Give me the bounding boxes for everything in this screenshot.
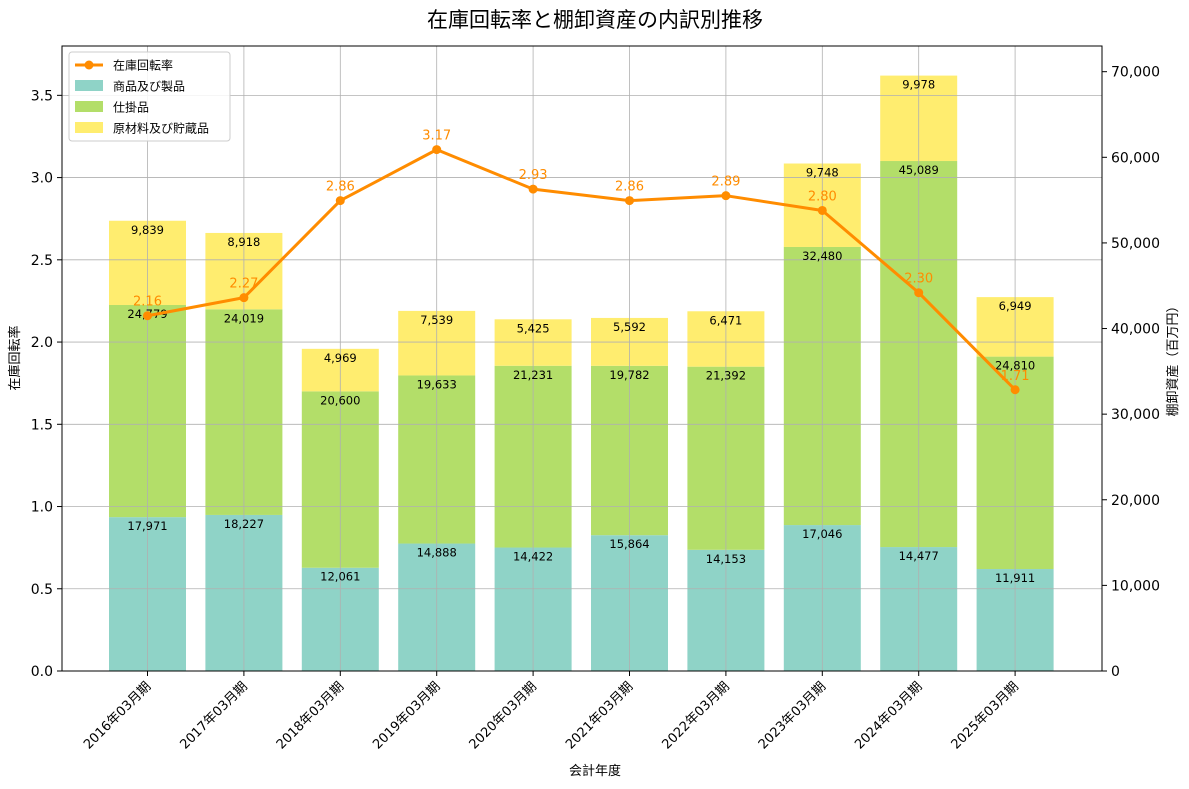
legend-label-0: 在庫回転率 — [113, 58, 173, 73]
bar-label-0-5: 15,864 — [609, 537, 649, 551]
chart-title: 在庫回転率と棚卸資産の内訳別推移 — [427, 8, 763, 32]
bar-label-2-4: 5,425 — [517, 321, 550, 335]
turnover-point-9 — [1010, 385, 1020, 395]
bar-label-0-0: 17,971 — [127, 519, 167, 533]
bar-label-1-8: 45,089 — [899, 163, 939, 177]
bar-label-0-7: 17,046 — [802, 527, 842, 541]
x-tick-label-9: 2025年03月期 — [949, 679, 1022, 752]
y-tick-label-3: 1.5 — [31, 417, 53, 433]
y2-tick-label-1: 10,000 — [1111, 578, 1160, 594]
y2-tick-label-4: 40,000 — [1111, 322, 1160, 338]
x-tick-label-4: 2020年03月期 — [467, 679, 540, 752]
y-axis-label: 在庫回転率 — [7, 325, 23, 390]
turnover-point-0 — [143, 311, 152, 321]
x-tick-label-8: 2024年03月期 — [852, 679, 925, 752]
x-axis-label: 会計年度 — [569, 763, 621, 779]
legend-label-1: 商品及び製品 — [113, 79, 185, 94]
bar-label-0-4: 14,422 — [513, 550, 553, 564]
x-tick-label-0: 2016年03月期 — [81, 679, 154, 752]
y-tick-label-4: 2.0 — [31, 335, 53, 351]
turnover-point-7 — [817, 205, 827, 215]
turnover-line — [147, 148, 1017, 391]
x-tick-label-6: 2022年03月期 — [659, 679, 732, 752]
turnover-label-0: 2.16 — [133, 295, 162, 310]
bar-label-0-1: 18,227 — [224, 517, 264, 531]
x-tick-label-7: 2023年03月期 — [756, 679, 829, 752]
bar-label-1-6: 21,392 — [706, 369, 746, 383]
plot-frame — [61, 45, 1103, 672]
legend-swatch-marker — [84, 60, 94, 70]
x-tick-label-1: 2017年03月期 — [177, 679, 250, 752]
legend-swatch-1 — [75, 80, 103, 91]
turnover-label-4: 2.93 — [519, 168, 548, 183]
turnover-label-3: 3.17 — [422, 129, 451, 144]
y-tick-label-0: 0.0 — [31, 664, 53, 680]
bar-label-1-4: 21,231 — [513, 368, 553, 382]
legend-swatch-2 — [75, 101, 103, 112]
x-tick-label-5: 2021年03月期 — [563, 679, 636, 752]
legend-label-2: 仕掛品 — [113, 100, 149, 115]
turnover-label-2: 2.86 — [326, 180, 355, 195]
bar-label-1-5: 19,782 — [609, 368, 649, 382]
bar-value-labels: 17,97124,7799,83918,22724,0198,91812,061… — [127, 78, 1035, 585]
turnover-line-series: 2.16 2.27 2.86 3.17 2.93 2.86 2.89 2.80 2.30 1.71 — [133, 129, 1030, 395]
turnover-label-5: 2.86 — [615, 180, 644, 195]
x-tick-label-2: 2018年03月期 — [274, 679, 347, 752]
x-axis: 2016年03月期 2017年03月期 2018年03月期 2019年03月期 2020… — [81, 671, 1022, 753]
y2-tick-label-2: 20,000 — [1111, 493, 1160, 509]
y2-tick-label-0: 0 — [1111, 664, 1120, 680]
y-tick-label-5: 2.5 — [31, 253, 53, 269]
bar-label-0-8: 14,477 — [899, 549, 939, 563]
bar-label-0-9: 11,911 — [995, 571, 1035, 585]
bar-label-1-2: 20,600 — [320, 393, 360, 407]
y-tick-label-1: 0.5 — [31, 582, 53, 598]
legend-box — [68, 51, 231, 142]
bar-label-2-7: 9,748 — [806, 166, 839, 180]
legend-label-3: 原材料及び貯蔵品 — [113, 122, 209, 136]
bar-label-1-9: 24,810 — [995, 359, 1035, 373]
y2-tick-label-7: 70,000 — [1111, 65, 1160, 81]
bar-label-1-3: 19,633 — [417, 377, 457, 391]
y-axis-right: 0 10,000 20,000 30,000 40,000 50,000 60,000 70,… — [1102, 65, 1160, 680]
bar-label-2-8: 9,978 — [902, 78, 935, 92]
turnover-point-8 — [914, 288, 924, 298]
bar-label-0-2: 12,061 — [320, 570, 360, 584]
bar-label-2-1: 8,918 — [227, 235, 260, 249]
bar-label-2-3: 7,539 — [420, 313, 453, 327]
turnover-point-5 — [625, 196, 634, 206]
y2-tick-label-5: 50,000 — [1111, 236, 1160, 252]
bar-label-2-9: 6,949 — [999, 299, 1032, 313]
turnover-label-8: 2.30 — [904, 272, 933, 287]
turnover-label-7: 2.80 — [808, 189, 837, 204]
bar-label-2-0: 9,839 — [131, 223, 164, 237]
turnover-label-1: 2.27 — [229, 277, 258, 292]
y-tick-label-7: 3.5 — [31, 88, 53, 104]
plot-border — [61, 45, 1103, 672]
x-tick-label-3: 2019年03月期 — [370, 679, 443, 752]
bar-label-2-6: 6,471 — [709, 313, 742, 327]
bar-label-2-2: 4,969 — [324, 351, 357, 365]
y2-tick-label-3: 30,000 — [1111, 407, 1160, 423]
turnover-label-9: 1.71 — [1001, 369, 1030, 384]
turnover-point-2 — [335, 196, 345, 206]
y2-tick-label-6: 60,000 — [1111, 150, 1160, 166]
turnover-point-4 — [528, 184, 538, 194]
bar-label-1-1: 24,019 — [224, 311, 264, 325]
y-tick-label-2: 1.0 — [31, 500, 53, 516]
grid-lines — [62, 46, 1102, 671]
turnover-point-3 — [432, 145, 442, 155]
bar-label-0-6: 14,153 — [706, 552, 746, 566]
y2-axis-label: 棚卸資産（百万円） — [1165, 299, 1181, 416]
turnover-label-6: 2.89 — [711, 175, 740, 190]
turnover-point-6 — [721, 191, 731, 201]
bar-label-1-7: 32,480 — [802, 249, 842, 263]
y-tick-label-6: 3.0 — [31, 171, 53, 187]
turnover-point-1 — [239, 293, 249, 303]
legend-swatch-3 — [75, 122, 103, 133]
bar-label-0-3: 14,888 — [417, 546, 457, 560]
y-axis-left: 0.0 0.5 1.0 1.5 2.0 2.5 3.0 3.5 — [31, 88, 62, 680]
bar-label-2-5: 5,592 — [613, 320, 646, 334]
